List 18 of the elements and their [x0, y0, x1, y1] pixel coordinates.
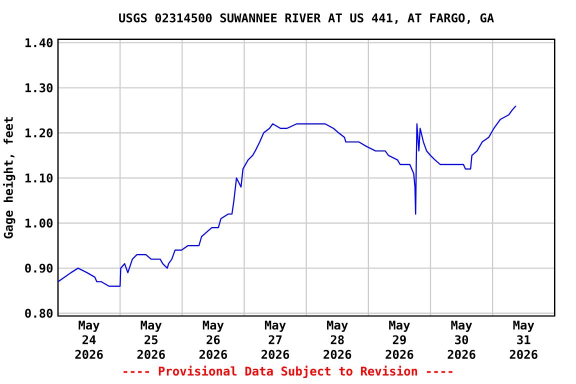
x-tick-label: May 25 2026 — [137, 320, 165, 359]
x-tick-label: May 28 2026 — [324, 320, 352, 359]
x-tick-label: May 31 2026 — [510, 320, 538, 359]
text: ---- Provisional Data Subject to Revision ---- — [124, 366, 452, 378]
y-tick-label: 1.00 — [26, 218, 53, 228]
y-tick-label: 1.20 — [26, 128, 53, 138]
y-tick-label: 0.90 — [25, 264, 53, 273]
x-tick-label: May 27 2026 — [262, 320, 290, 359]
y-tick-label: 1.30 — [26, 83, 53, 92]
x-tick-label: May 26 2026 — [199, 320, 227, 359]
x-tick-label: May 30 2026 — [448, 320, 476, 359]
chart-title: USGS 02314500 SUWANNEE RIVER AT US 441, AT FARGO, GA — [119, 13, 494, 24]
y-tick-label: 1.40 — [26, 38, 53, 48]
y-axis-title: Gage height, feet — [2, 117, 16, 238]
y-tick-label: 0.80 — [25, 308, 53, 318]
y-tick-label: 1.10 — [26, 173, 53, 183]
x-tick-label: May 29 2026 — [386, 320, 414, 359]
x-tick-label: May 24 2026 — [75, 320, 103, 359]
